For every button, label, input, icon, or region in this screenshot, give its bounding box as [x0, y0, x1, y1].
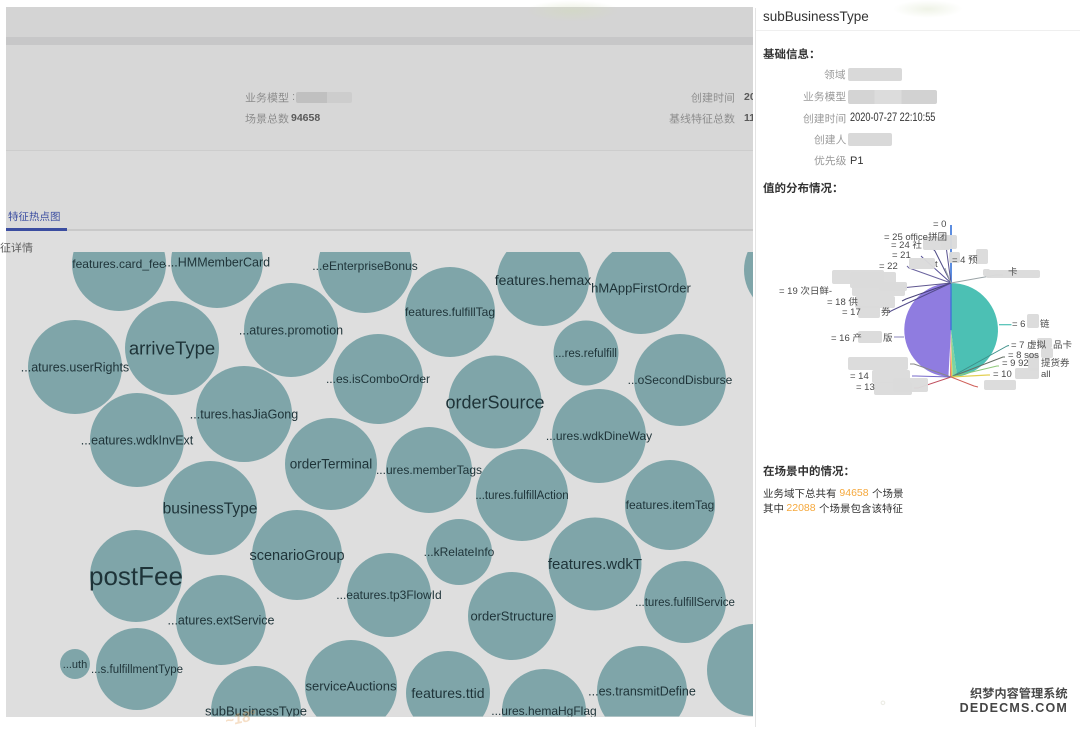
svg-text:...ures.hemaHgFlag: ...ures.hemaHgFlag [491, 704, 596, 717]
svg-text:...uth: ...uth [63, 659, 87, 671]
svg-text:= 19: = 19 [779, 286, 798, 297]
svg-text:t: t [935, 259, 938, 270]
svg-text:serviceAuctions: serviceAuctions [305, 679, 397, 694]
svg-text:= 6: = 6 [1012, 319, 1025, 330]
svg-text:= 4: = 4 [952, 255, 965, 266]
svg-text:...tures.fulfillService: ...tures.fulfillService [635, 597, 735, 609]
svg-text:-: - [829, 286, 832, 297]
svg-text:...eEnterpriseBonus: ...eEnterpriseBonus [312, 259, 417, 273]
svg-text:features.fulfillTag: features.fulfillTag [405, 305, 495, 319]
svg-text:arriveType: arriveType [129, 338, 215, 359]
svg-text:...eatures.tp3FlowId: ...eatures.tp3FlowId [336, 588, 441, 602]
svg-text:= 7: = 7 [1011, 340, 1024, 351]
svg-text:= 10: = 10 [993, 369, 1012, 380]
svg-text:orderStructure: orderStructure [470, 609, 553, 624]
svg-text:= 25 office: = 25 office [884, 232, 928, 243]
svg-text:...tures.hasJiaGong: ...tures.hasJiaGong [190, 407, 298, 421]
svg-text:= 24: = 24 [891, 240, 910, 251]
svg-text:= 21: = 21 [892, 250, 911, 261]
svg-text:....HMMemberCard: ....HMMemberCard [164, 255, 270, 269]
svg-text:= 17: = 17 [842, 307, 861, 318]
svg-text:= 16: = 16 [831, 333, 850, 344]
svg-text:= 14: = 14 [850, 371, 869, 382]
svg-text:...s.fulfillmentType: ...s.fulfillmentType [91, 664, 183, 676]
svg-text:...atures.extService: ...atures.extService [168, 613, 275, 627]
svg-text:...ures.memberTags: ...ures.memberTags [376, 463, 482, 477]
svg-text:...es.isComboOrder: ...es.isComboOrder [326, 372, 430, 386]
svg-text:hMAppFirstOrder: hMAppFirstOrder [591, 281, 691, 296]
svg-text:...atures.promotion: ...atures.promotion [239, 323, 343, 337]
svg-text:features.ttid: features.ttid [411, 685, 484, 701]
svg-text:= 8 sos: = 8 sos [1008, 350, 1039, 361]
svg-text:orderSource: orderSource [445, 392, 544, 412]
svg-text:= 9 92: = 9 92 [1002, 358, 1029, 369]
svg-text:...ures.wdkDineWay: ...ures.wdkDineWay [546, 429, 652, 443]
svg-text:...kRelateInfo: ...kRelateInfo [424, 545, 495, 559]
svg-text:features.wdkT: features.wdkT [548, 556, 642, 573]
svg-text:features.hemax: features.hemax [495, 272, 592, 288]
svg-text:...eatures.wdkInvExt: ...eatures.wdkInvExt [81, 433, 194, 447]
svg-text:...res.refulfill: ...res.refulfill [555, 348, 617, 360]
svg-text:orderTerminal: orderTerminal [290, 457, 373, 472]
svg-text:...es.transmitDefine: ...es.transmitDefine [588, 684, 696, 698]
svg-text:subBusinessType: subBusinessType [205, 704, 307, 717]
svg-text:= 0: = 0 [933, 219, 946, 230]
svg-text:= 18: = 18 [827, 297, 846, 308]
svg-text:...oSecondDisburse: ...oSecondDisburse [628, 373, 733, 387]
svg-text:features.card_fee: features.card_fee [72, 257, 166, 271]
svg-text:businessType: businessType [163, 500, 258, 517]
svg-text:= 13: = 13 [856, 382, 875, 393]
svg-text:...atures.userRights: ...atures.userRights [21, 360, 129, 374]
svg-text:postFee: postFee [89, 561, 183, 591]
svg-text:all: all [1041, 369, 1051, 380]
svg-text:features.itemTag: features.itemTag [626, 498, 715, 512]
svg-text:...tures.fulfillAction: ...tures.fulfillAction [475, 490, 568, 502]
svg-text:scenarioGroup: scenarioGroup [249, 548, 344, 564]
svg-text:= 22: = 22 [879, 261, 898, 272]
